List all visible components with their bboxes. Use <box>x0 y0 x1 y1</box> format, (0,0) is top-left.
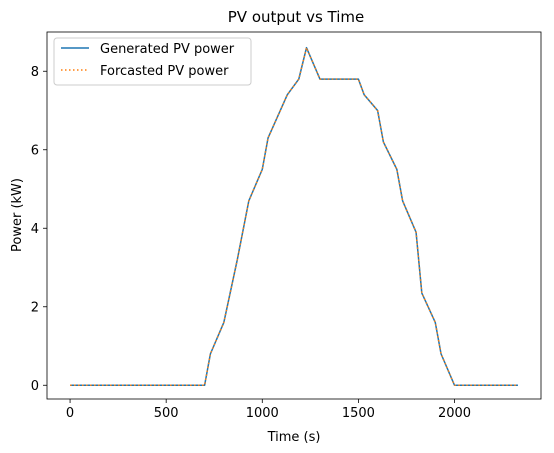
y-tick-label: 8 <box>31 65 39 80</box>
series-layer <box>70 46 518 387</box>
y-tick-label: 2 <box>31 300 39 315</box>
chart-title: PV output vs Time <box>228 8 365 26</box>
series-line-generated <box>70 46 518 387</box>
y-tick-label: 6 <box>31 143 39 158</box>
x-tick-label: 500 <box>154 406 179 421</box>
legend-box <box>53 37 252 86</box>
y-tick-label: 0 <box>31 379 39 394</box>
y-axis-ticks: 0 2 4 6 8 <box>31 65 47 394</box>
legend-label-forecasted: Forcasted PV power <box>100 64 229 79</box>
legend: Generated PV power Forcasted PV power <box>53 37 252 86</box>
x-axis-ticks: 0 500 1000 1500 2000 <box>66 399 471 421</box>
legend-label-generated: Generated PV power <box>100 42 235 57</box>
x-tick-label: 1500 <box>342 406 375 421</box>
y-tick-label: 4 <box>31 222 39 237</box>
x-tick-label: 1000 <box>246 406 279 421</box>
x-axis-label: Time (s) <box>267 430 321 445</box>
x-tick-label: 2000 <box>438 406 471 421</box>
x-tick-label: 0 <box>66 406 74 421</box>
plot-frame <box>46 31 542 400</box>
y-axis-label: Power (kW) <box>10 178 25 252</box>
